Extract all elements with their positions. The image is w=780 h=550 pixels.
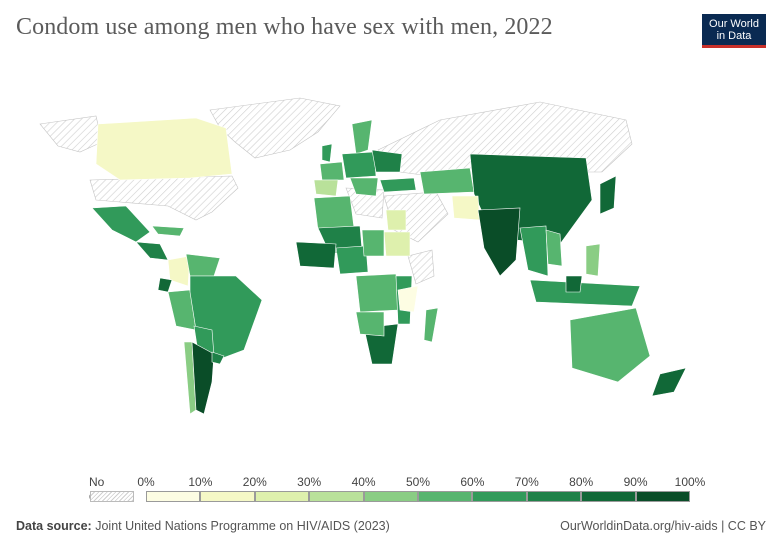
chart-title: Condom use among men who have sex with m… bbox=[16, 14, 553, 40]
legend-tick-label: 30% bbox=[297, 475, 322, 489]
no-data-swatch bbox=[90, 491, 134, 502]
legend-bin[interactable] bbox=[526, 491, 582, 502]
legend-bin[interactable] bbox=[418, 491, 473, 502]
turkey bbox=[379, 177, 417, 193]
chad bbox=[361, 229, 385, 257]
sudan bbox=[383, 231, 411, 257]
india bbox=[477, 207, 521, 277]
malaysia bbox=[565, 275, 583, 293]
logo-line-2: in Data bbox=[716, 30, 752, 42]
united-states bbox=[89, 175, 239, 221]
legend-tick-label: 10% bbox=[188, 475, 213, 489]
mexico bbox=[91, 205, 151, 243]
afghanistan-pakistan bbox=[451, 195, 481, 221]
legend-bin[interactable] bbox=[200, 491, 255, 502]
central-asia bbox=[419, 167, 475, 195]
uruguay bbox=[211, 351, 225, 365]
australia bbox=[569, 307, 651, 383]
central-europe bbox=[341, 151, 377, 179]
vietnam-laos bbox=[545, 229, 563, 267]
world-map bbox=[39, 97, 687, 415]
norway-sweden bbox=[351, 119, 373, 155]
legend-bin[interactable] bbox=[581, 491, 636, 502]
legend-tick-label: 20% bbox=[242, 475, 267, 489]
france bbox=[319, 161, 345, 181]
legend-bin[interactable] bbox=[254, 491, 310, 502]
central-america bbox=[135, 241, 169, 261]
west-africa-coast bbox=[295, 241, 337, 269]
legend-bin[interactable] bbox=[472, 491, 527, 502]
uk bbox=[321, 143, 333, 163]
west-africa-north bbox=[313, 195, 355, 231]
colombia bbox=[167, 255, 191, 287]
greenland bbox=[209, 97, 341, 159]
legend-tick-label: 80% bbox=[569, 475, 594, 489]
caribbean bbox=[151, 225, 185, 237]
myanmar-thailand bbox=[519, 225, 549, 277]
data-source-label: Data source: bbox=[16, 519, 92, 533]
eastern-europe bbox=[371, 149, 403, 173]
philippines bbox=[585, 243, 601, 277]
japan bbox=[599, 175, 617, 215]
legend-tick-label: 90% bbox=[623, 475, 648, 489]
canada bbox=[95, 117, 233, 181]
data-source-text: Joint United Nations Programme on HIV/AI… bbox=[95, 519, 390, 533]
legend-tick-label: 40% bbox=[351, 475, 376, 489]
data-source: Data source: Joint United Nations Progra… bbox=[16, 519, 390, 533]
legend-bin[interactable] bbox=[309, 491, 364, 502]
angola-zambia bbox=[355, 311, 385, 337]
legend-bin[interactable] bbox=[635, 491, 690, 502]
legend-tick-label: 70% bbox=[514, 475, 539, 489]
legend-tick-label: 50% bbox=[405, 475, 431, 489]
east-africa-nodata bbox=[407, 249, 435, 285]
nigeria-cameroon bbox=[335, 245, 369, 275]
egypt bbox=[385, 209, 407, 231]
ethiopia-somalia bbox=[397, 285, 419, 313]
madagascar bbox=[423, 307, 439, 343]
ecuador bbox=[157, 277, 173, 293]
logo-line-1: Our World bbox=[709, 18, 759, 30]
new-zealand bbox=[651, 367, 687, 397]
argentina bbox=[191, 341, 215, 415]
footer-link[interactable]: OurWorldinData.org/hiv-aids | CC BY bbox=[560, 519, 766, 533]
legend-bin[interactable] bbox=[146, 491, 201, 502]
indonesia bbox=[529, 279, 641, 307]
central-africa bbox=[355, 273, 399, 313]
color-scale: 0% 10% 20% 30% 40% 50% 60% 70% 80% 90% 100% bbox=[137, 474, 705, 504]
italy-balkans bbox=[349, 177, 379, 197]
legend-bin[interactable] bbox=[363, 491, 418, 502]
legend-tick-label: 60% bbox=[460, 475, 485, 489]
data-regions bbox=[91, 117, 687, 415]
owid-logo[interactable]: Our World in Data bbox=[702, 14, 766, 48]
legend-tick-label: 0% bbox=[137, 475, 155, 489]
venezuela bbox=[185, 253, 221, 277]
spain-portugal bbox=[313, 179, 339, 197]
alaska bbox=[39, 115, 103, 153]
legend-tick-label: 100% bbox=[674, 475, 706, 489]
